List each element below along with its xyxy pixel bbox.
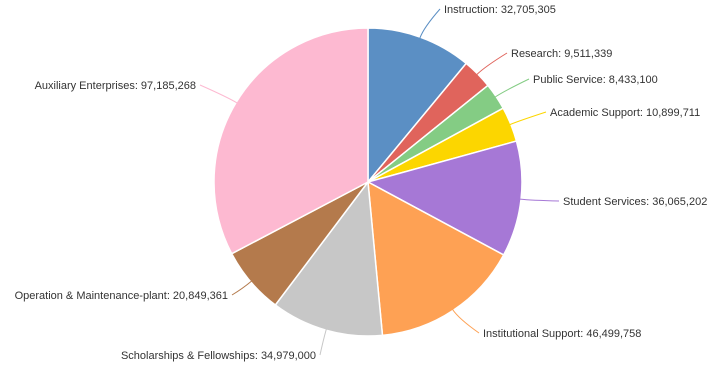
leader-line bbox=[452, 309, 480, 334]
leader-line bbox=[509, 111, 547, 126]
leader-line bbox=[476, 52, 508, 75]
slice-label: Scholarships & Fellowships: 34,979,000 bbox=[121, 350, 316, 362]
leader-line bbox=[494, 78, 530, 98]
slice-labels: Instruction: 32,705,305 Research: 9,511,3… bbox=[15, 4, 708, 362]
slice-label: Institutional Support: 46,499,758 bbox=[483, 328, 641, 340]
slice-label: Academic Support: 10,899,711 bbox=[550, 107, 700, 119]
slice-label: Instruction: 32,705,305 bbox=[444, 4, 556, 16]
slice-label: Operation & Maintenance-plant: 20,849,36… bbox=[15, 290, 228, 302]
slice-label: Public Service: 8,433,100 bbox=[533, 74, 658, 86]
leader-line bbox=[319, 329, 327, 356]
leader-line bbox=[519, 198, 560, 202]
leader-line bbox=[199, 84, 238, 104]
leader-lines bbox=[199, 8, 560, 356]
leader-line bbox=[231, 280, 252, 296]
slice-label: Student Services: 36,065,202 bbox=[563, 196, 707, 208]
slice-label: Auxiliary Enterprises: 97,185,268 bbox=[35, 80, 196, 92]
slice-label: Research: 9,511,339 bbox=[511, 48, 612, 60]
pie-slices bbox=[213, 27, 523, 337]
leader-line bbox=[419, 8, 441, 39]
